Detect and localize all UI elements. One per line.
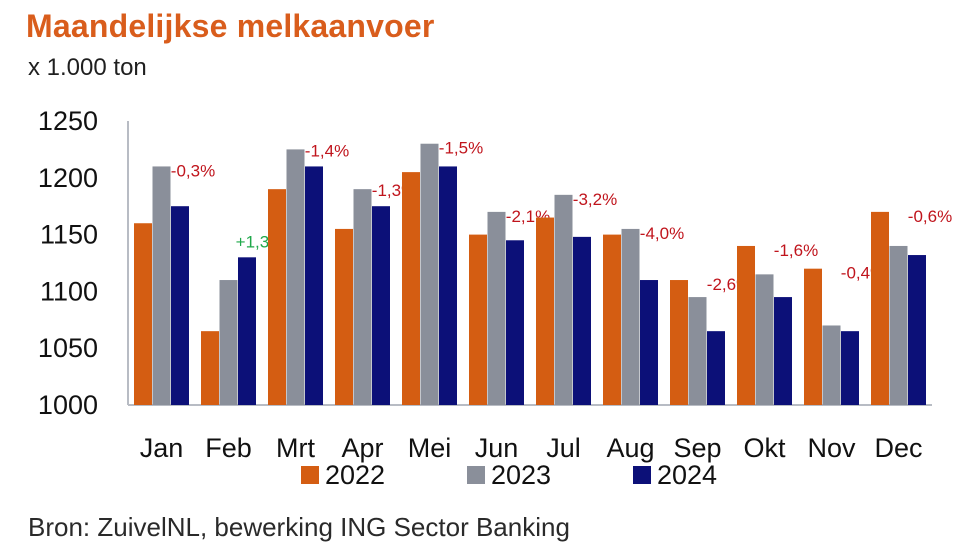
x-tick-label: Jan — [140, 433, 184, 463]
bar-2022-mei — [402, 172, 420, 405]
change-annotation: -3,2% — [573, 190, 617, 209]
chart-title: Maandelijkse melkaanvoer — [26, 8, 435, 44]
bar-2024-jul — [573, 236, 591, 405]
bar-2022-jul — [536, 217, 554, 405]
x-tick-label: Mei — [408, 433, 452, 463]
x-tick-label: Feb — [205, 433, 252, 463]
change-annotation: -1,5% — [439, 139, 483, 158]
change-annotation: -1,4% — [305, 141, 349, 160]
bar-2022-mrt — [268, 189, 286, 405]
legend-label-2024: 2024 — [657, 460, 717, 490]
x-tick-label: Aug — [606, 433, 654, 463]
bar-2023-feb — [219, 280, 238, 405]
bar-2022-apr — [335, 228, 353, 405]
legend-swatch-2022 — [301, 466, 319, 484]
bar-2023-dec — [889, 245, 908, 405]
x-tick-label: Jul — [546, 433, 581, 463]
legend-label-2023: 2023 — [491, 460, 551, 490]
bar-2024-jan — [171, 206, 189, 405]
legend-swatch-2023 — [467, 466, 485, 484]
bar-2024-mei — [439, 166, 457, 405]
source-note: Bron: ZuivelNL, bewerking ING Sector Ban… — [28, 512, 570, 542]
y-tick-label: 1000 — [38, 390, 98, 420]
bar-2024-mrt — [305, 166, 323, 405]
change-annotation: -1,6% — [774, 241, 818, 260]
x-tick-label: Nov — [807, 433, 856, 463]
bar-2022-jun — [469, 234, 487, 405]
legend-label-2022: 2022 — [325, 460, 385, 490]
legend-swatch-2024 — [633, 466, 651, 484]
bar-chart: 100010501100115012001250Jan-0,3%Feb+1,3%… — [38, 106, 952, 490]
bar-2023-okt — [755, 274, 774, 405]
x-tick-label: Apr — [341, 433, 383, 463]
bar-2022-okt — [737, 245, 755, 405]
chart-unit-label: x 1.000 ton — [28, 54, 147, 81]
bar-2023-mrt — [286, 149, 305, 405]
bar-2022-dec — [871, 211, 889, 405]
change-annotation: -4,0% — [640, 224, 684, 243]
y-tick-label: 1250 — [38, 106, 98, 136]
bar-2023-aug — [621, 228, 640, 405]
y-tick-label: 1200 — [38, 163, 98, 193]
change-annotation: -0,6% — [908, 207, 952, 226]
x-tick-label: Jun — [475, 433, 519, 463]
x-tick-label: Mrt — [276, 433, 315, 463]
bar-2024-okt — [774, 297, 792, 405]
change-annotation: -0,3% — [171, 161, 215, 180]
bar-2022-feb — [201, 331, 219, 405]
y-tick-label: 1150 — [40, 220, 98, 250]
bar-2024-apr — [372, 206, 390, 405]
bar-2022-jan — [134, 223, 152, 405]
bar-2023-jun — [487, 211, 506, 405]
bar-2023-nov — [822, 325, 841, 405]
x-tick-label: Okt — [743, 433, 786, 463]
bar-2022-aug — [603, 234, 621, 405]
x-tick-label: Sep — [673, 433, 721, 463]
bar-2024-dec — [908, 255, 926, 405]
y-tick-label: 1100 — [40, 276, 98, 306]
bar-2022-sep — [670, 280, 688, 405]
bar-2024-jun — [506, 240, 524, 405]
bar-2024-aug — [640, 280, 658, 405]
x-tick-label: Dec — [874, 433, 922, 463]
bar-2023-jul — [554, 194, 573, 405]
bar-2024-feb — [238, 257, 256, 405]
bar-2024-sep — [707, 331, 725, 405]
bar-2023-sep — [688, 297, 707, 405]
bar-2022-nov — [804, 268, 822, 405]
bar-2023-mei — [420, 143, 439, 405]
bar-2023-apr — [353, 189, 372, 405]
bar-2023-jan — [152, 166, 171, 405]
bar-2024-nov — [841, 331, 859, 405]
y-tick-label: 1050 — [38, 333, 98, 363]
